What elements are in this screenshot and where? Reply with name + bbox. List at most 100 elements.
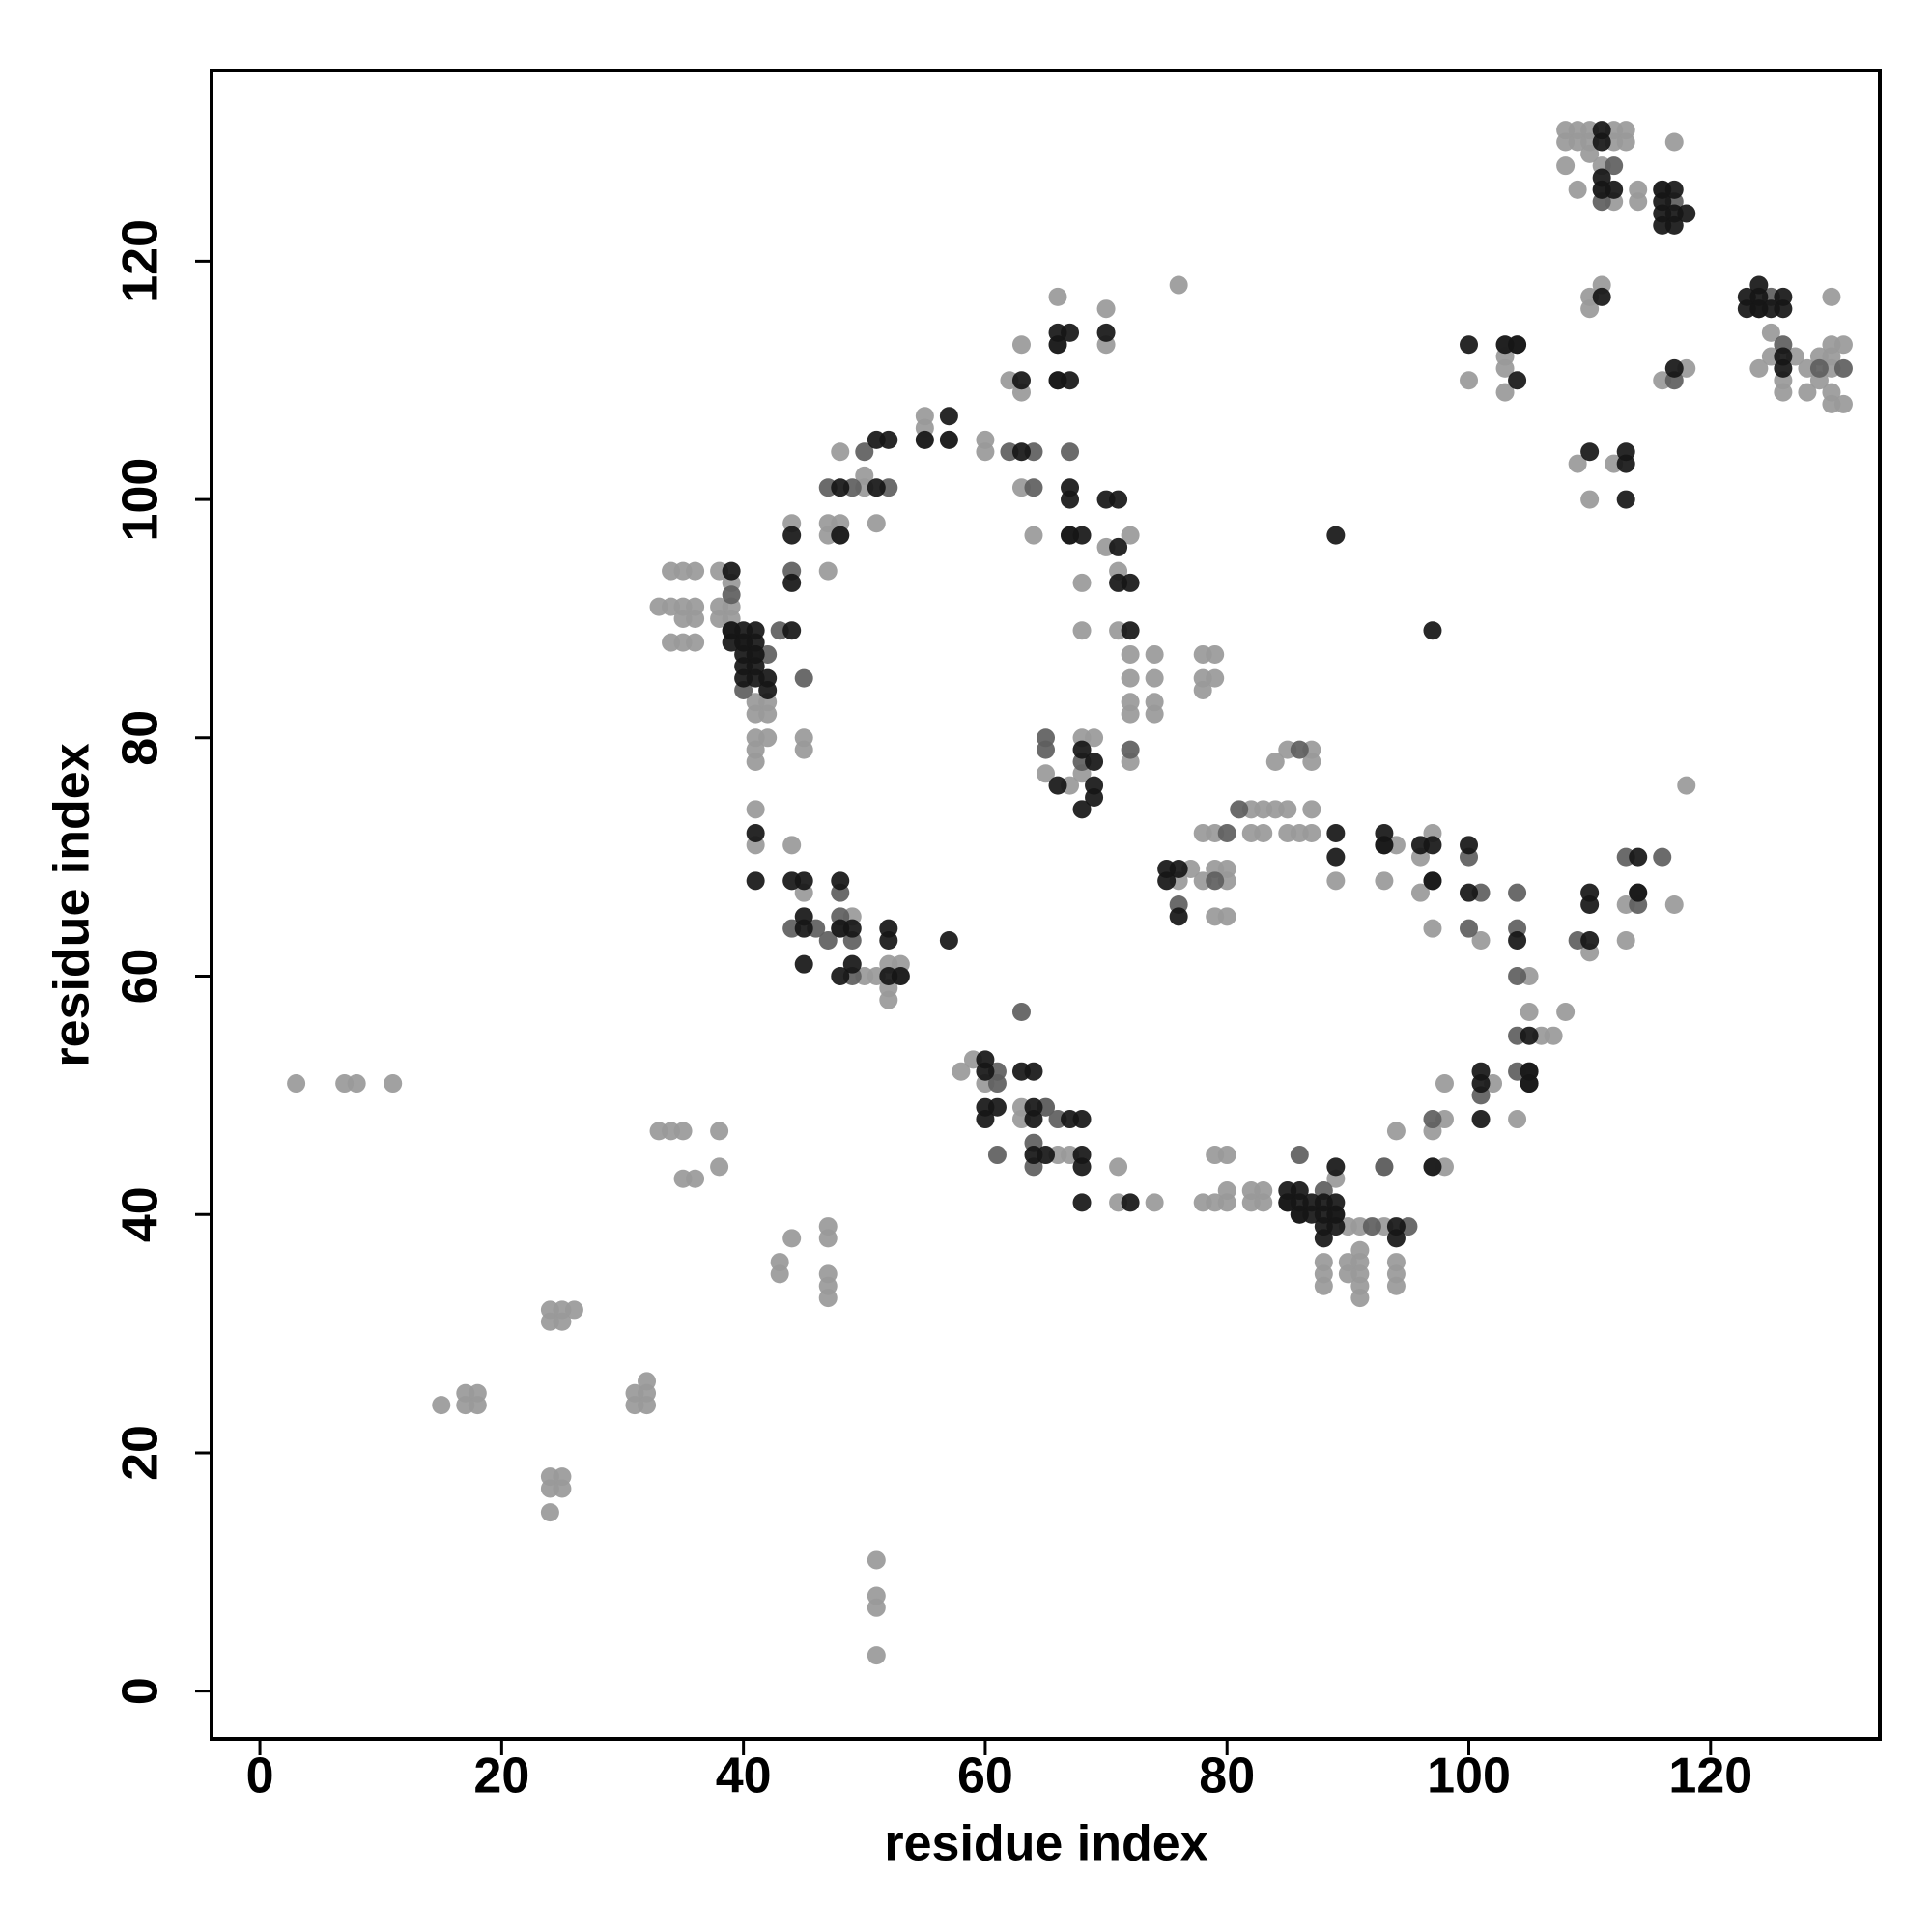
point — [831, 526, 850, 545]
point — [746, 752, 765, 771]
point — [1254, 1193, 1273, 1212]
point — [794, 954, 813, 974]
point — [564, 1300, 583, 1320]
point — [1410, 883, 1430, 902]
point — [1302, 823, 1321, 842]
point — [1664, 215, 1684, 235]
point — [1326, 526, 1346, 545]
point — [1423, 919, 1442, 938]
point — [1072, 621, 1092, 640]
point — [1605, 156, 1624, 176]
point — [1508, 883, 1527, 902]
point — [1326, 871, 1346, 891]
point — [1145, 1193, 1164, 1212]
point — [976, 1110, 995, 1129]
point — [1423, 1157, 1442, 1177]
point — [1121, 740, 1140, 759]
point — [1761, 323, 1780, 342]
point — [1460, 371, 1479, 390]
point — [1037, 740, 1055, 759]
x-tick-label: 0 — [246, 1748, 274, 1804]
point — [1833, 335, 1853, 355]
point — [1048, 335, 1067, 355]
point — [1616, 454, 1635, 473]
point — [1809, 358, 1829, 378]
y-tick-label: 100 — [113, 458, 169, 542]
point — [1145, 704, 1164, 724]
point — [1024, 478, 1043, 497]
point — [1556, 156, 1576, 176]
y-axis-label: residue index — [44, 743, 100, 1066]
point — [1085, 787, 1104, 807]
point — [1109, 1157, 1128, 1177]
point — [1072, 526, 1092, 545]
point — [1508, 931, 1527, 951]
point — [831, 478, 850, 497]
point — [1290, 1146, 1309, 1165]
point — [1011, 442, 1031, 462]
point — [1375, 836, 1394, 855]
point — [1520, 1026, 1539, 1045]
point — [939, 407, 958, 426]
point — [1061, 323, 1080, 342]
point — [1121, 704, 1140, 724]
point — [1109, 490, 1128, 509]
point — [1096, 323, 1116, 342]
point — [1326, 1157, 1346, 1177]
point — [782, 526, 802, 545]
point — [1495, 383, 1515, 402]
point — [818, 561, 838, 581]
point — [746, 800, 765, 819]
point — [782, 573, 802, 592]
point — [1460, 883, 1479, 902]
point — [1423, 621, 1442, 640]
point — [1265, 752, 1285, 771]
point — [842, 954, 862, 974]
point — [1109, 537, 1128, 556]
point — [1580, 895, 1600, 914]
point — [1145, 644, 1164, 664]
point — [782, 1229, 802, 1248]
point — [638, 1396, 657, 1415]
point — [468, 1396, 487, 1415]
y-tick-label: 0 — [113, 1677, 169, 1705]
point — [1121, 668, 1140, 688]
point — [939, 430, 958, 449]
point — [1037, 764, 1055, 783]
point — [1072, 1193, 1092, 1212]
point — [1435, 1074, 1454, 1094]
point — [1206, 644, 1225, 664]
point — [1592, 287, 1611, 306]
point — [722, 561, 741, 581]
point — [1508, 335, 1527, 355]
point — [1664, 180, 1684, 199]
point — [553, 1479, 572, 1498]
point — [1011, 1003, 1031, 1022]
point — [1508, 967, 1527, 986]
point — [540, 1503, 559, 1522]
point — [1580, 931, 1600, 951]
plot-frame — [210, 69, 1882, 1741]
point — [1616, 490, 1635, 509]
point — [879, 931, 898, 951]
point — [1072, 573, 1092, 592]
point — [673, 1122, 693, 1141]
point — [1206, 871, 1225, 891]
point — [746, 823, 765, 842]
point — [686, 1169, 705, 1188]
point — [1749, 358, 1769, 378]
point — [1230, 800, 1249, 819]
point — [1833, 394, 1853, 413]
point — [1664, 895, 1684, 914]
point — [1254, 823, 1273, 842]
point — [1568, 180, 1587, 199]
point — [347, 1074, 366, 1094]
point — [686, 633, 705, 652]
point — [1386, 1229, 1406, 1248]
y-tick-label: 80 — [113, 710, 169, 766]
point — [1048, 287, 1067, 306]
point — [794, 668, 813, 688]
point — [1121, 621, 1140, 640]
point — [722, 585, 741, 605]
point — [1121, 573, 1140, 592]
